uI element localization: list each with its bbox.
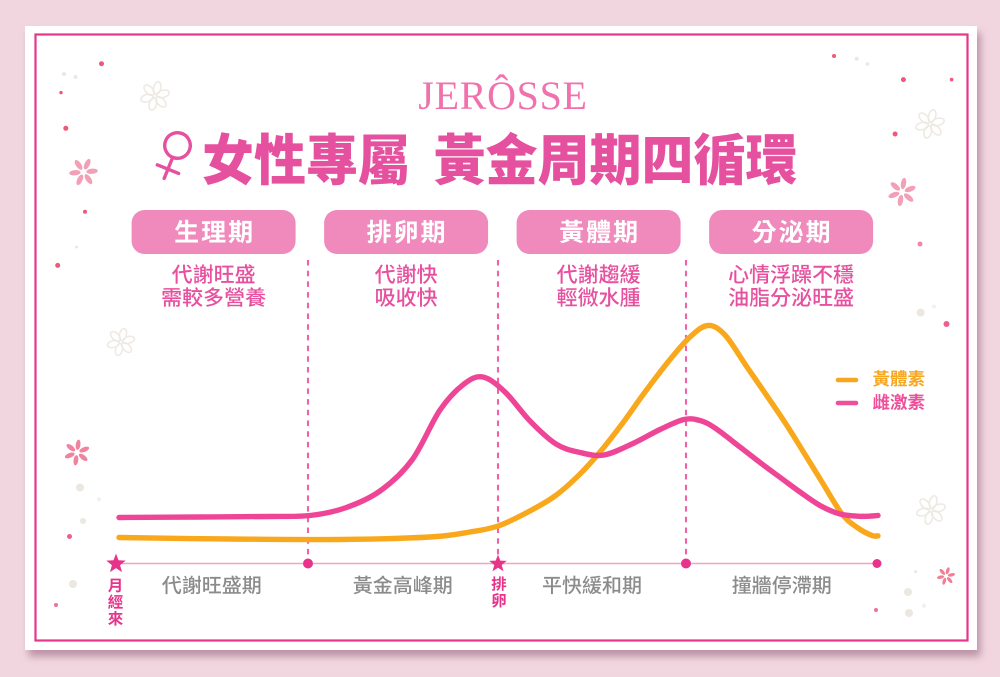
svg-text:JERÔSSE: JERÔSSE bbox=[418, 73, 587, 118]
